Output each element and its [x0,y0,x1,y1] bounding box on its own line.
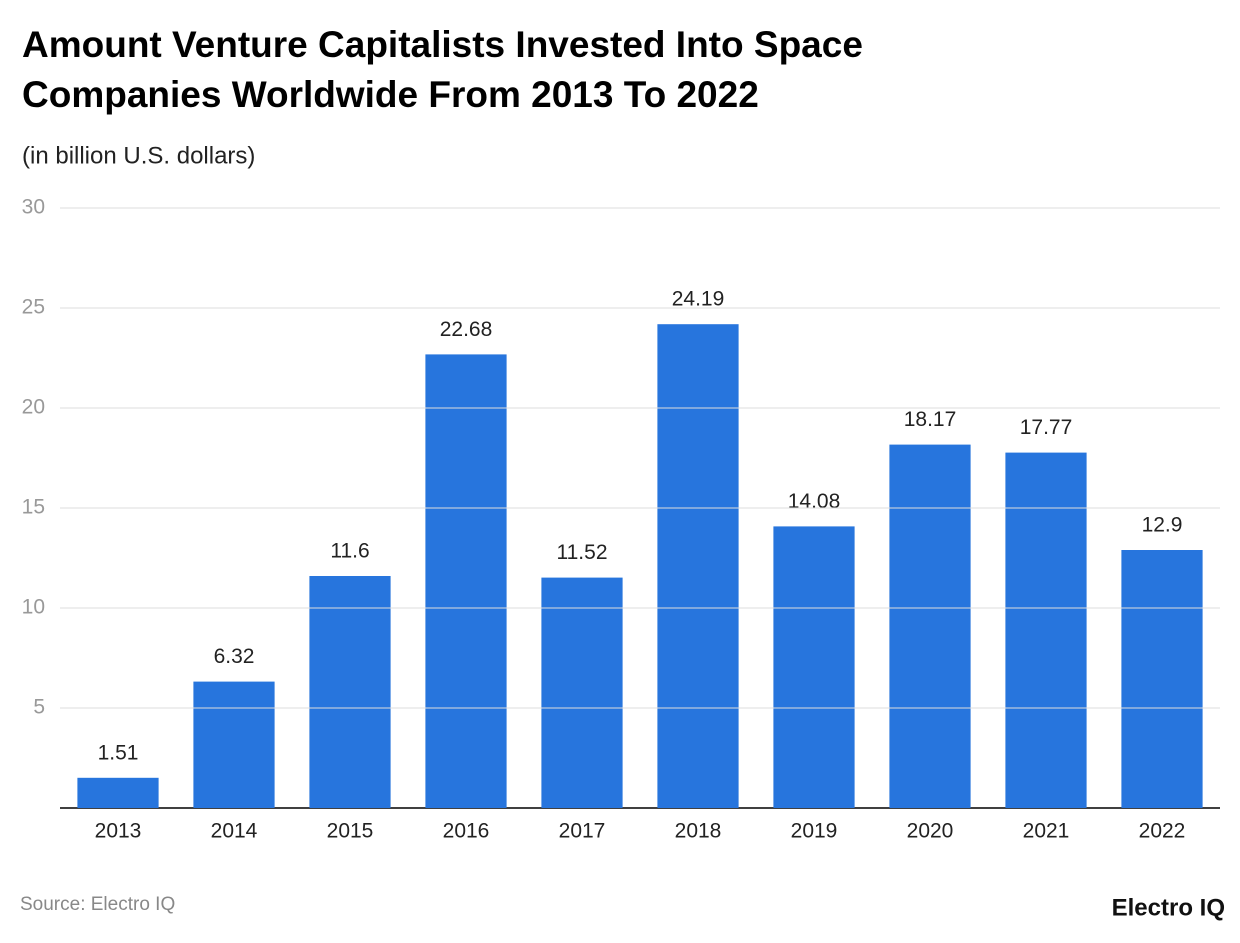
data-label: 24.19 [672,288,725,311]
data-label: 1.51 [98,741,139,764]
x-tick-label: 2013 [95,820,142,843]
chart-title: Amount Venture Capitalists Invested Into… [22,24,863,115]
data-label: 18.17 [904,408,957,431]
y-tick-label: 10 [22,596,45,619]
data-label: 22.68 [440,318,493,341]
y-tick-label: 15 [22,496,45,519]
data-label: 12.9 [1142,514,1183,537]
bar [541,577,623,808]
x-tick-label: 2021 [1023,820,1070,843]
y-tick-label: 20 [22,396,45,419]
bar [309,576,391,808]
data-label: 17.77 [1020,416,1073,439]
x-tick-label: 2016 [443,820,490,843]
chart-subtitle: (in billion U.S. dollars) [22,142,255,169]
source: Source: Electro IQ [20,894,175,915]
x-tick-label: 2018 [675,820,722,843]
x-tick-label: 2015 [327,820,374,843]
y-tick-label: 30 [22,196,45,219]
x-tick-label: 2017 [559,820,606,843]
brand-logo: Electro IQ [1112,894,1225,921]
data-label: 6.32 [214,645,255,668]
x-tick-label: 2022 [1139,820,1186,843]
bar [1005,452,1087,808]
bar [1121,550,1203,808]
y-tick-label: 25 [22,296,45,319]
y-tick-label: 5 [33,696,45,719]
bar [425,354,507,808]
bar [657,324,739,808]
data-label: 11.52 [557,541,608,564]
bar [889,444,971,808]
x-tick-label: 2019 [791,820,838,843]
x-tick-label: 2020 [907,820,954,843]
data-label: 11.6 [330,540,369,563]
bar [193,681,275,808]
bar [77,777,159,808]
bar [773,526,855,808]
data-label: 14.08 [788,490,841,513]
x-tick-label: 2014 [211,820,258,843]
